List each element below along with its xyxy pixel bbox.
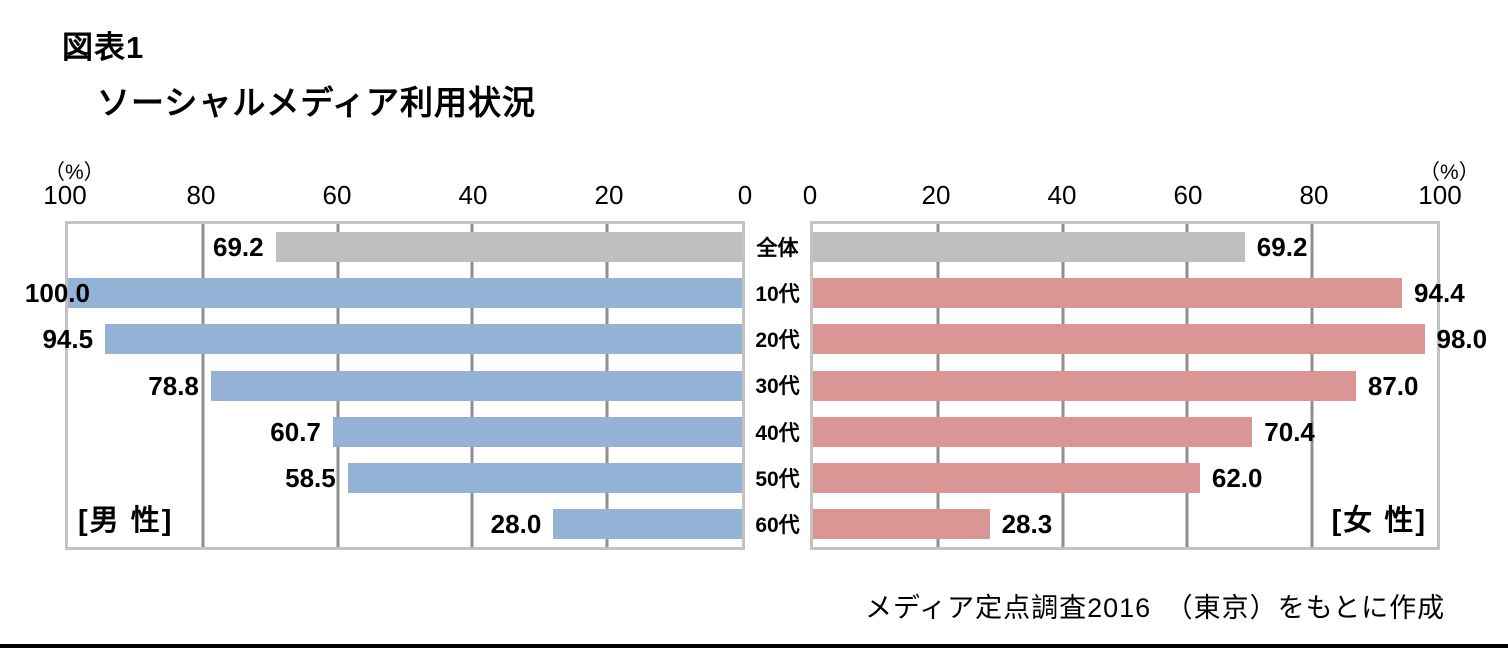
- bar-female: [813, 462, 1200, 493]
- bottom-rule: [0, 644, 1508, 648]
- bar-male: [210, 370, 742, 401]
- value-label-male: 28.0: [490, 508, 542, 539]
- female-plot-area: 69.2 94.4 98.0 87.0 70.4 62.0 28.3 [女 性]: [810, 221, 1487, 550]
- value-label-female: 87.0: [1367, 370, 1419, 401]
- bar-female: [813, 370, 1356, 401]
- category-label: 30代: [755, 375, 800, 399]
- figure-label: 図表1: [62, 30, 145, 65]
- male-axis-tick: 20: [594, 180, 624, 210]
- bar-male: [347, 462, 742, 493]
- value-label-male: 58.5: [285, 462, 336, 493]
- male-axis-unit-label: （%）: [44, 161, 105, 184]
- bar-male: [332, 416, 742, 447]
- male-plot-area: 69.2 100.0 94.5 78.8 60.7 58.5 28.0 [男 性]: [25, 221, 745, 550]
- value-label-female: 70.4: [1264, 416, 1315, 447]
- female-panel-label: [女 性]: [1331, 505, 1427, 537]
- category-label: 全体: [756, 237, 799, 261]
- male-axis-tick: 0: [737, 180, 753, 210]
- female-axis-tick: 40: [1047, 180, 1077, 210]
- bar-female: [813, 278, 1403, 309]
- female-axis-tick: 20: [921, 180, 951, 210]
- category-label: 50代: [755, 467, 800, 491]
- bar-overall-male: [275, 232, 742, 263]
- source-note: メディア定点調査2016 （東京）をもとに作成: [865, 593, 1446, 623]
- category-axis: 全体 10代 20代 30代 40代 50代 60代: [745, 221, 810, 550]
- female-axis-tick: 80: [1299, 180, 1329, 210]
- value-label-male: 69.2: [212, 232, 264, 263]
- value-label-female: 28.3: [1001, 508, 1053, 539]
- male-panel-label: [男 性]: [78, 505, 174, 537]
- value-label-male: 100.0: [24, 278, 90, 309]
- male-axis-tick: 80: [186, 180, 216, 210]
- gridline: [201, 224, 205, 547]
- bar-overall-female: [813, 232, 1245, 263]
- female-axis-tick: 100: [1418, 180, 1462, 210]
- male-axis-tick: 100: [43, 180, 87, 210]
- chart-title: ソーシャルメディア利用状況: [97, 84, 537, 121]
- value-label-male: 78.8: [148, 370, 199, 401]
- value-label-female: 69.2: [1256, 232, 1308, 263]
- value-label-female: 94.4: [1414, 278, 1465, 309]
- category-label: 60代: [755, 513, 800, 537]
- female-axis-unit-label: （%）: [1419, 161, 1480, 184]
- category-label: 20代: [755, 329, 800, 353]
- female-axis-tick: 60: [1173, 180, 1203, 210]
- bar-male: [553, 508, 742, 539]
- female-axis-tick: 0: [802, 180, 818, 210]
- bar-female: [813, 508, 990, 539]
- bar-male: [68, 278, 742, 309]
- value-label-female: 98.0: [1436, 324, 1488, 355]
- bar-female: [813, 324, 1425, 355]
- value-label-male: 60.7: [270, 416, 321, 447]
- value-label-male: 94.5: [42, 324, 94, 355]
- bar-male: [105, 324, 742, 355]
- category-label: 10代: [755, 283, 800, 307]
- male-axis-tick: 40: [458, 180, 488, 210]
- category-label: 40代: [755, 421, 800, 445]
- bar-female: [813, 416, 1253, 447]
- male-axis-tick: 60: [322, 180, 352, 210]
- value-label-female: 62.0: [1211, 462, 1263, 493]
